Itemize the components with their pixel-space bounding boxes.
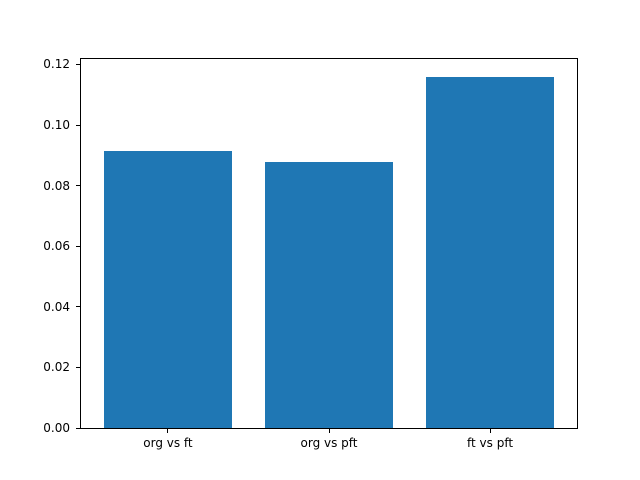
y-axis-tick-mark (76, 306, 80, 308)
bar-ft-vs-pft (425, 76, 555, 428)
bar-org-vs-pft (264, 162, 394, 428)
y-axis-tick-mark (76, 245, 80, 247)
x-axis-tick-label: ft vs pft (467, 436, 514, 450)
x-axis-tick-label: org vs pft (300, 436, 358, 450)
y-axis-tick-label: 0.12 (43, 57, 70, 72)
y-axis-tick-mark (76, 366, 80, 368)
y-axis-tick-mark (76, 124, 80, 126)
y-axis-tick-mark (76, 63, 80, 65)
y-axis-tick-mark (76, 427, 80, 429)
y-axis-tick-label: 0.04 (43, 299, 70, 314)
y-axis-tick-label: 0.10 (43, 118, 70, 133)
y-axis-tick-mark (76, 185, 80, 187)
x-axis-tick-label: org vs ft (143, 436, 193, 450)
x-axis-tick-mark (328, 429, 330, 433)
x-axis-tick-mark (489, 429, 491, 433)
y-axis-tick-label: 0.08 (43, 178, 70, 193)
y-axis-tick-label: 0.00 (43, 421, 70, 435)
bar-org-vs-ft (103, 150, 233, 428)
plot-area: 0.00 0.02 0.04 0.06 0.08 0.10 0.12 org vs ft org… (43, 58, 578, 449)
y-axis-tick-label: 0.02 (43, 360, 70, 375)
y-axis-tick-label: 0.06 (43, 239, 70, 254)
x-axis-tick-mark (167, 429, 169, 433)
